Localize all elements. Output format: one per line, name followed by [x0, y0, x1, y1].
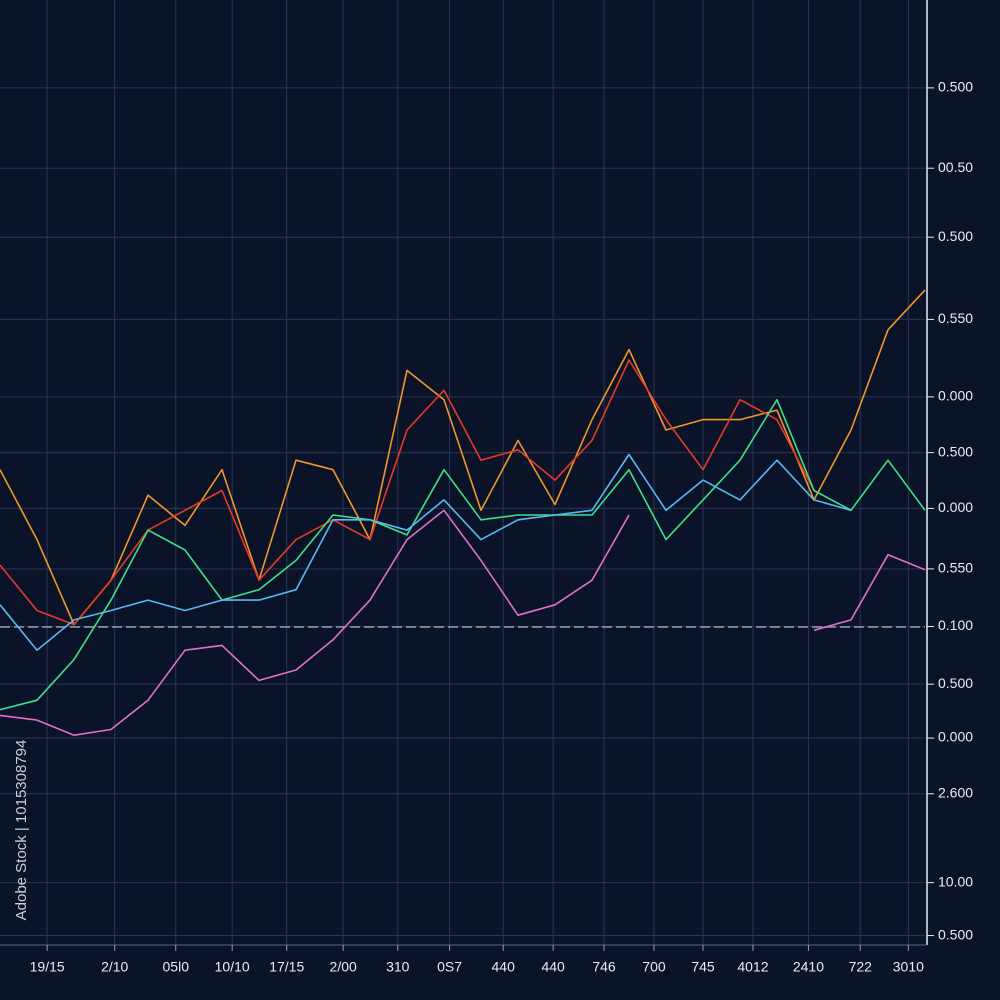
x-tick-label: 19/15	[30, 959, 65, 975]
series-line	[813, 553, 926, 632]
y-tick-label: 0.550	[938, 310, 973, 326]
x-tick-label: 2/10	[101, 959, 128, 975]
series-line	[0, 359, 815, 626]
y-tick-label: 0.500	[938, 675, 973, 691]
x-tick-label: 2410	[793, 959, 824, 975]
x-tick-label: 0S7	[437, 959, 462, 975]
x-tick-label: 440	[541, 959, 565, 975]
x-tick-label: 2/00	[330, 959, 357, 975]
y-tick-label: 0.000	[938, 388, 973, 404]
x-tick-label: 746	[592, 959, 616, 975]
series-line	[0, 398, 926, 711]
x-tick-label: 440	[492, 959, 516, 975]
y-tick-label: 0.100	[938, 617, 973, 633]
x-tick-label: 310	[386, 959, 410, 975]
x-tick-label: 10/10	[215, 959, 250, 975]
y-tick-label: 0.550	[938, 560, 973, 576]
series-line	[0, 453, 852, 652]
series-line	[0, 289, 926, 626]
x-tick-label: 3010	[893, 959, 924, 975]
x-tick-label: 745	[691, 959, 715, 975]
y-tick-label: 0.500	[938, 443, 973, 459]
x-tick-label: 17/15	[269, 959, 304, 975]
series-line	[0, 509, 630, 737]
y-tick-label: 2.600	[938, 785, 973, 801]
y-tick-label: 0.500	[938, 926, 973, 942]
watermark: Adobe Stock | 1015308794	[13, 740, 30, 921]
y-tick-label: 0.000	[938, 499, 973, 515]
y-tick-label: 0.000	[938, 729, 973, 745]
y-tick-label: 0.500	[938, 79, 973, 95]
y-tick-label: 0.500	[938, 228, 973, 244]
x-tick-label: 05l0	[163, 959, 190, 975]
x-tick-label: 4012	[737, 959, 768, 975]
x-tick-label: 700	[642, 959, 666, 975]
y-tick-label: 00.50	[938, 159, 973, 175]
y-tick-label: 10.00	[938, 873, 973, 889]
x-tick-label: 722	[849, 959, 873, 975]
